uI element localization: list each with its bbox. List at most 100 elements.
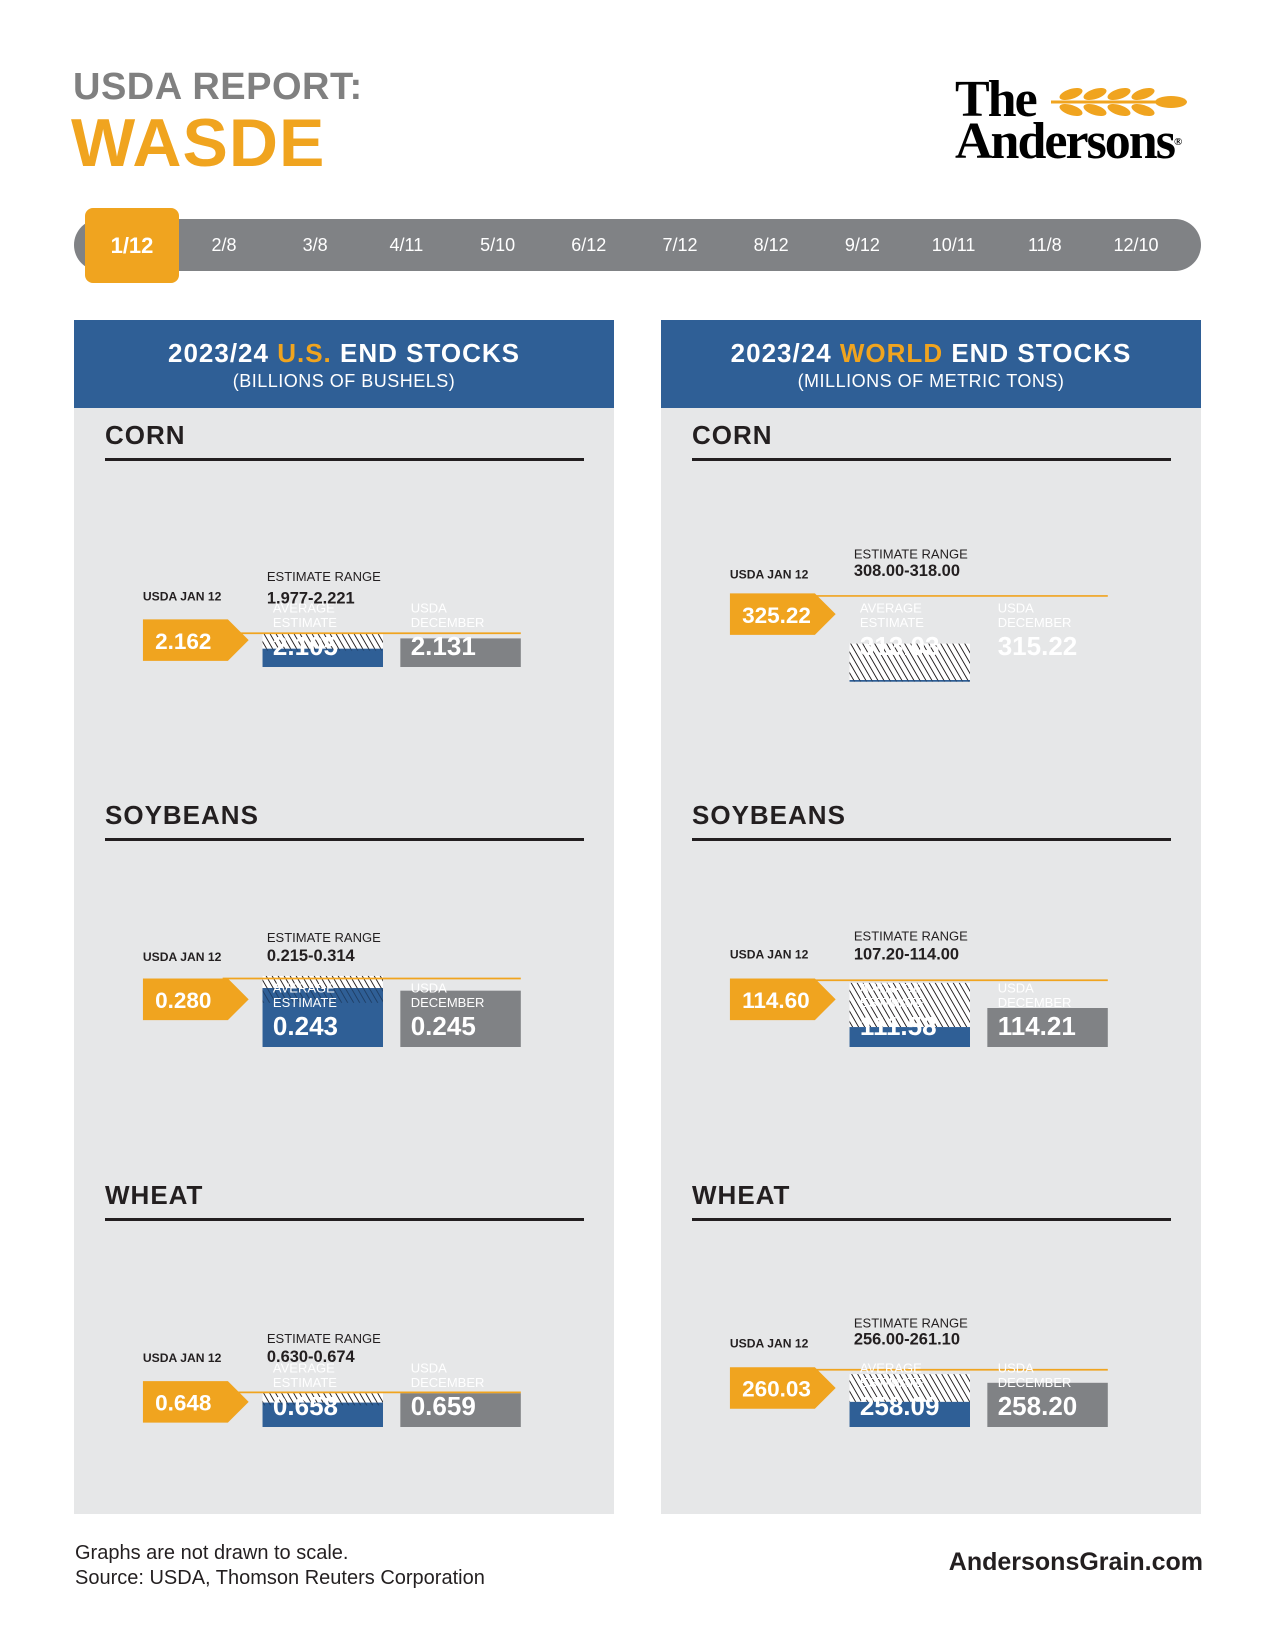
end-stocks-chart: 0.648 USDA JAN 12 ESTIMATE RANGE 0.630-0.67… xyxy=(142,1331,521,1427)
timeline-date[interactable]: 8/12 xyxy=(753,235,789,255)
estimate-range-value: 107.20-114.00 xyxy=(854,945,959,963)
section-rule xyxy=(105,458,584,461)
report-date-timeline: 2/8 3/8 4/11 5/10 6/12 7/12 8/12 9/12 10/11 11/8 1… xyxy=(74,219,1201,271)
section-rule xyxy=(692,458,1171,461)
panel-header: 2023/24 U.S. END STOCKS (BILLIONS OF BUS… xyxy=(74,320,614,408)
average-estimate-label: AVERAGE xyxy=(273,980,335,995)
usda-jan12-label: USDA JAN 12 xyxy=(730,1336,809,1350)
usda-december-label: USDA xyxy=(411,1360,447,1375)
estimate-range-label: ESTIMATE RANGE xyxy=(854,1315,968,1330)
average-estimate-value: 313.03 xyxy=(860,631,940,661)
andersons-logo: The Andersons® xyxy=(955,74,1205,170)
usda-jan12-value: 325.22 xyxy=(742,603,811,628)
timeline-date[interactable]: 12/10 xyxy=(1113,235,1159,255)
usda-december-label: DECEMBER xyxy=(998,615,1072,630)
end-stocks-chart: 260.03 USDA JAN 12 ESTIMATE RANGE256.00-26… xyxy=(729,1315,1108,1427)
wheat-icon xyxy=(1051,87,1187,117)
timeline-date[interactable]: 3/8 xyxy=(302,235,328,255)
website-link[interactable]: AndersonsGrain.com xyxy=(948,1548,1203,1576)
usda-december-label: DECEMBER xyxy=(411,1375,485,1390)
average-estimate-label: AVERAGE xyxy=(860,980,922,995)
timeline-date-active[interactable]: 1/12 xyxy=(85,208,179,283)
usda-jan12-value: 0.280 xyxy=(155,988,211,1013)
estimate-range-value: 308.00-318.00 xyxy=(854,562,960,580)
estimate-range-hatch xyxy=(262,1393,383,1403)
section-title: WHEAT xyxy=(692,1180,791,1210)
estimate-range-label: ESTIMATE RANGE xyxy=(267,930,381,945)
estimate-range-value: 1.977-2.221 xyxy=(267,590,355,608)
usda-jan12-label: USDA JAN 12 xyxy=(143,589,222,603)
timeline-date[interactable]: 4/11 xyxy=(389,235,424,255)
scale-note: Graphs are not drawn to scale. xyxy=(75,1542,349,1564)
section-rule xyxy=(692,838,1171,841)
usda-december-bar xyxy=(400,1393,521,1427)
usda-jan12-value: 260.03 xyxy=(742,1377,811,1402)
usda-jan12-value: 0.648 xyxy=(155,1391,211,1416)
estimate-range-label: ESTIMATE RANGE xyxy=(267,569,381,584)
source-note: Source: USDA, Thomson Reuters Corporatio… xyxy=(75,1567,485,1589)
usda-december-label: DECEMBER xyxy=(998,1375,1072,1390)
average-overlap-hatch xyxy=(262,988,383,1003)
panel-subtitle: (MILLIONS OF METRIC TONS) xyxy=(797,371,1065,391)
average-estimate-label: ESTIMATE xyxy=(273,1375,337,1390)
usda-december-bar xyxy=(400,638,521,667)
usda-december-label: DECEMBER xyxy=(998,995,1072,1010)
usda-jan12-tag xyxy=(142,619,249,661)
timeline-date[interactable]: 10/11 xyxy=(931,235,976,255)
usda-december-value: 2.131 xyxy=(411,631,476,661)
usda-december-value: 0.659 xyxy=(411,1391,476,1421)
panel-subtitle: (BILLIONS OF BUSHELS) xyxy=(232,371,456,391)
usda-december-label: USDA xyxy=(411,600,447,615)
usda-jan12-tag xyxy=(729,1367,836,1409)
usda-december-label: USDA xyxy=(998,1360,1034,1375)
average-estimate-bar xyxy=(849,1027,970,1047)
average-estimate-bar xyxy=(262,1402,383,1427)
end-stocks-chart: 2.162 USDA JAN 12 ESTIMATE RANGE 1.977-2.22… xyxy=(142,569,521,667)
end-stocks-chart: 0.280 USDA JAN 12 ESTIMATE RANGE 0.215-0.31… xyxy=(142,930,521,1047)
section-title: CORN xyxy=(692,420,773,450)
timeline-date[interactable]: 5/10 xyxy=(480,235,516,255)
usda-december-label: DECEMBER xyxy=(411,995,485,1010)
timeline-date[interactable]: 6/12 xyxy=(571,235,607,255)
panel-world-end-stocks: 2023/24 WORLD END STOCKS (MILLIONS OF ME… xyxy=(661,320,1201,1514)
average-estimate-label: AVERAGE xyxy=(273,1360,335,1375)
average-estimate-label: ESTIMATE xyxy=(860,995,924,1010)
average-estimate-value: 111.58 xyxy=(860,1011,937,1041)
average-estimate-label: AVERAGE xyxy=(860,600,922,615)
average-estimate-value: 2.105 xyxy=(273,631,338,661)
average-estimate-label: ESTIMATE xyxy=(860,615,924,630)
usda-jan12-tag xyxy=(142,978,249,1021)
usda-december-label: DECEMBER xyxy=(411,615,485,630)
usda-jan12-label: USDA JAN 12 xyxy=(143,1351,222,1365)
timeline-date[interactable]: 11/8 xyxy=(1027,235,1062,255)
estimate-range-value: 256.00-261.10 xyxy=(854,1331,960,1349)
report-label: USDA REPORT: xyxy=(73,66,363,108)
estimate-range-value: 0.630-0.674 xyxy=(267,1348,356,1366)
usda-jan12-tag xyxy=(729,978,836,1021)
logo-word-the: The xyxy=(955,71,1038,128)
usda-jan12-label: USDA JAN 12 xyxy=(143,950,222,964)
panel-header: 2023/24 WORLD END STOCKS (MILLIONS OF ME… xyxy=(661,320,1201,408)
usda-jan12-tag xyxy=(729,593,836,635)
average-estimate-label: AVERAGE xyxy=(860,1360,922,1375)
end-stocks-chart: 114.60 USDA JAN 12 ESTIMATE RANGE 107.20-11… xyxy=(729,928,1108,1047)
section-title: SOYBEANS xyxy=(692,800,846,830)
estimate-range-label: ESTIMATE RANGE xyxy=(267,1331,381,1346)
average-estimate-bar xyxy=(262,648,383,667)
section-rule xyxy=(105,1218,584,1221)
section-title: WHEAT xyxy=(105,1180,204,1210)
timeline-date[interactable]: 7/12 xyxy=(662,235,698,255)
timeline-date[interactable]: 2/8 xyxy=(211,235,237,255)
average-estimate-value: 258.09 xyxy=(860,1391,940,1421)
estimate-range-hatch xyxy=(262,634,383,649)
estimate-range-label: ESTIMATE RANGE xyxy=(854,547,968,562)
usda-december-label: USDA xyxy=(411,980,447,995)
average-estimate-value: 0.658 xyxy=(273,1391,338,1421)
section-rule xyxy=(105,838,584,841)
footer-notes: Graphs are not drawn to scale. Source: U… xyxy=(75,1541,485,1591)
average-estimate-bar xyxy=(849,1401,970,1427)
average-estimate-label: ESTIMATE xyxy=(860,1375,924,1390)
average-overlap-hatch xyxy=(849,680,970,682)
estimate-range-hatch xyxy=(849,643,970,680)
timeline-date[interactable]: 9/12 xyxy=(844,235,880,255)
